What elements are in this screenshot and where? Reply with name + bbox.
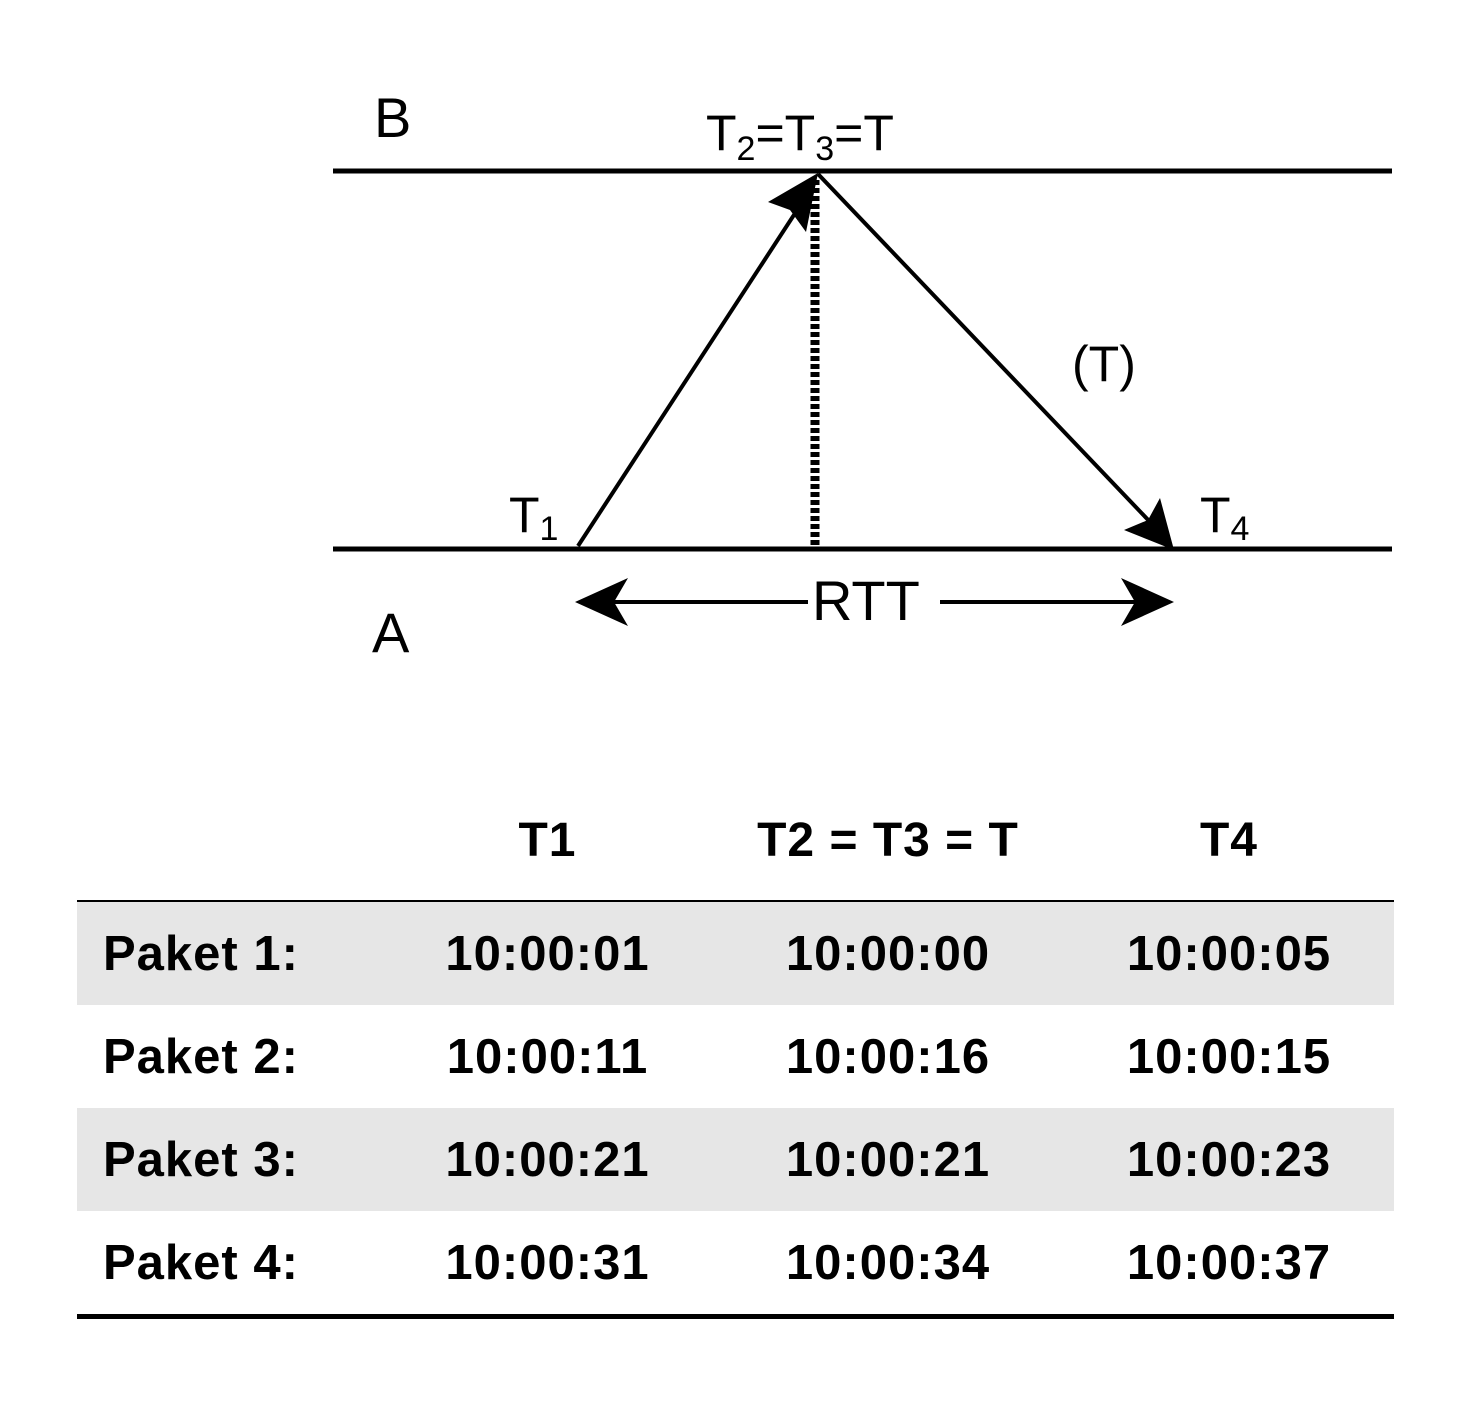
table-row: Paket 2: 10:00:11 10:00:16 10:00:15 [77,1005,1394,1108]
table-header-row: T1 T2 = T3 = T T4 [77,780,1394,902]
rtt-arrow-left-head [575,578,628,626]
response-arrow-head [1124,498,1174,550]
timing-table: T1 T2 = T3 = T T4 Paket 1: 10:00:01 10:0… [77,780,1394,1319]
label-t1: T1 [509,487,558,548]
row-label: Paket 3: [77,1108,383,1211]
request-arrow-head [768,173,818,232]
table-row: Paket 1: 10:00:01 10:00:00 10:00:05 [77,901,1394,1005]
label-paren-t: (T) [1072,336,1136,392]
timing-table-container: T1 T2 = T3 = T T4 Paket 1: 10:00:01 10:0… [77,780,1394,1319]
label-b: B [374,86,411,149]
response-arrow-line [816,172,1154,526]
label-t2-t3-t: T2=T3=T [706,105,894,168]
header-t2-t3-t: T2 = T3 = T [712,780,1064,902]
cell-t4: 10:00:05 [1064,901,1394,1005]
rtt-timing-diagram: B A T2=T3=T T1 T4 (T) RTT [333,86,1392,664]
label-a: A [372,601,410,664]
cell-t1: 10:00:01 [383,901,712,1005]
label-t4: T4 [1200,487,1249,548]
table-row: Paket 3: 10:00:21 10:00:21 10:00:23 [77,1108,1394,1211]
row-label: Paket 2: [103,1029,299,1084]
cell-t1: 10:00:21 [383,1108,712,1211]
request-arrow-line [576,196,807,548]
header-empty [77,780,383,902]
cell-t1: 10:00:31 [383,1211,712,1319]
header-t1: T1 [383,780,712,902]
cell-t2-t3: 10:00:21 [712,1108,1064,1211]
cell-t2-t3: 10:00:34 [712,1211,1064,1319]
header-t4: T4 [1064,780,1394,902]
row-label: Paket 1: [77,901,383,1005]
cell-t2-t3: 10:00:00 [712,901,1064,1005]
table-row: Paket 4: 10:00:31 10:00:34 10:00:37 [77,1211,1394,1319]
cell-t4: 10:00:37 [1064,1211,1394,1319]
rtt-arrow-right-head [1121,578,1174,626]
cell-t1: 10:00:11 [446,1029,649,1084]
cell-t4: 10:00:15 [1126,1029,1332,1084]
label-rtt: RTT [812,569,920,632]
row-label: Paket 4: [77,1211,383,1319]
cell-t2-t3: 10:00:16 [785,1029,991,1084]
cell-t4: 10:00:23 [1064,1108,1394,1211]
